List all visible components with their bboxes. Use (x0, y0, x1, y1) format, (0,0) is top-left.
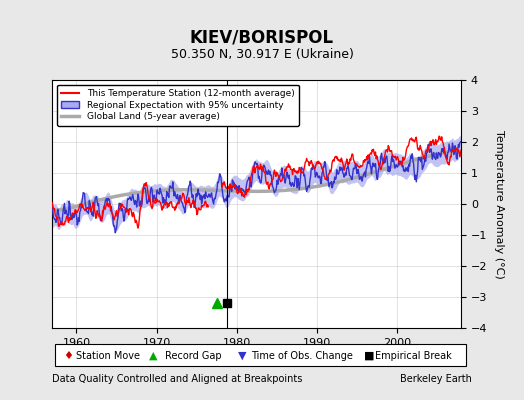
Text: Time of Obs. Change: Time of Obs. Change (252, 351, 353, 361)
Text: ♦: ♦ (63, 351, 73, 361)
Text: ■: ■ (364, 351, 375, 361)
Text: ♦: ♦ (63, 351, 73, 361)
Text: ▼: ▼ (238, 351, 247, 361)
Text: ▲: ▲ (149, 351, 158, 361)
Text: ▲: ▲ (149, 351, 158, 361)
Text: Record Gap: Record Gap (165, 351, 222, 361)
Legend: This Temperature Station (12-month average), Regional Expectation with 95% uncer: This Temperature Station (12-month avera… (57, 84, 299, 126)
Text: Station Move: Station Move (76, 351, 140, 361)
Y-axis label: Temperature Anomaly (°C): Temperature Anomaly (°C) (494, 130, 504, 278)
Text: Station Move: Station Move (76, 351, 140, 361)
Text: Record Gap: Record Gap (165, 351, 222, 361)
Text: Empirical Break: Empirical Break (375, 351, 451, 361)
Text: KIEV/BORISPOL: KIEV/BORISPOL (190, 28, 334, 46)
Text: Data Quality Controlled and Aligned at Breakpoints: Data Quality Controlled and Aligned at B… (52, 374, 303, 384)
Text: ▼: ▼ (238, 351, 247, 361)
Text: 50.350 N, 30.917 E (Ukraine): 50.350 N, 30.917 E (Ukraine) (171, 48, 353, 61)
Text: Time of Obs. Change: Time of Obs. Change (252, 351, 353, 361)
Text: Empirical Break: Empirical Break (375, 351, 451, 361)
Text: Berkeley Earth: Berkeley Earth (400, 374, 472, 384)
Text: ■: ■ (364, 351, 375, 361)
